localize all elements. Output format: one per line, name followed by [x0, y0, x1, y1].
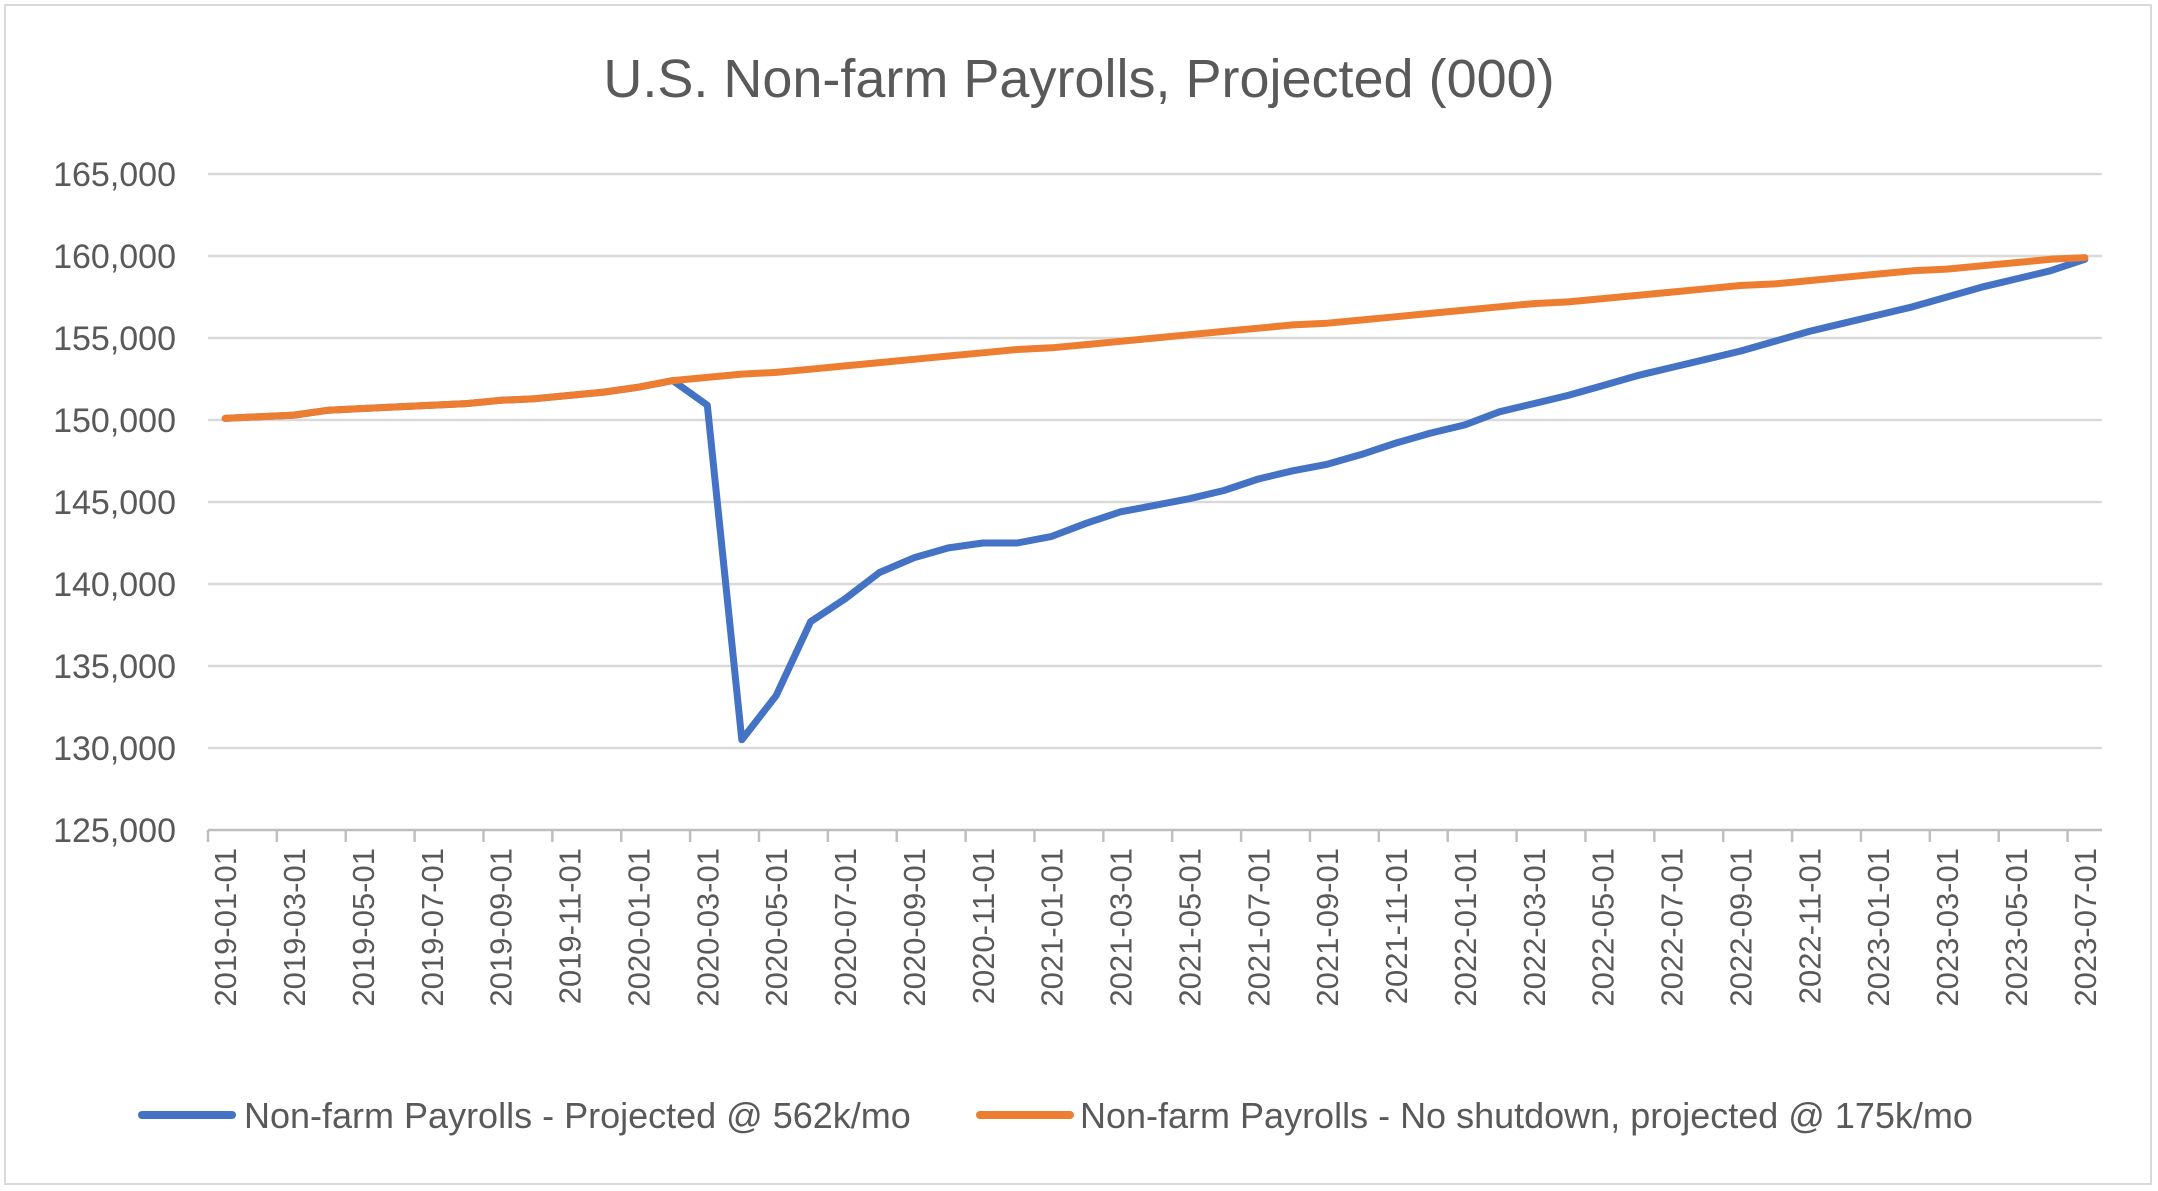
- x-tick-label: 2019-05-01: [346, 848, 381, 1007]
- x-tick-label: 2020-05-01: [759, 848, 794, 1007]
- x-axis: [206, 828, 2102, 842]
- x-tick-label: 2020-01-01: [621, 848, 656, 1007]
- x-tick-label: 2021-09-01: [1310, 848, 1345, 1007]
- x-tick-label: 2020-07-01: [828, 848, 863, 1007]
- y-tick-label: 160,000: [53, 238, 176, 276]
- y-tick-label: 140,000: [53, 566, 176, 604]
- y-tick-label: 145,000: [53, 484, 176, 522]
- x-tick-label: 2020-11-01: [966, 848, 1001, 1004]
- x-tick-label: 2022-09-01: [1723, 848, 1758, 1007]
- y-tick-label: 135,000: [53, 648, 176, 686]
- x-tick-label: 2020-09-01: [897, 848, 932, 1007]
- x-tick-label: 2022-11-01: [1792, 848, 1827, 1004]
- chart-title: U.S. Non-farm Payrolls, Projected (000): [603, 49, 1554, 109]
- x-tick-label: 2023-03-01: [1930, 848, 1965, 1007]
- x-tick-label: 2020-03-01: [690, 848, 725, 1007]
- x-tick-label: 2022-03-01: [1517, 848, 1552, 1007]
- x-tick-label: 2021-11-01: [1379, 848, 1414, 1004]
- chart-frame: [4, 4, 2152, 1185]
- y-tick-label: 155,000: [53, 320, 176, 358]
- y-tick-label: 130,000: [53, 730, 176, 768]
- legend-label: Non-farm Payrolls - No shutdown, project…: [1080, 1095, 1973, 1136]
- x-tick-label: 2021-07-01: [1241, 848, 1276, 1007]
- x-tick-label: 2023-07-01: [2068, 848, 2103, 1007]
- x-tick-label: 2019-07-01: [415, 848, 450, 1007]
- x-tick-label: 2022-05-01: [1586, 848, 1621, 1007]
- y-tick-label: 165,000: [53, 156, 176, 194]
- legend-label: Non-farm Payrolls - Projected @ 562k/mo: [244, 1095, 911, 1136]
- y-tick-label: 150,000: [53, 402, 176, 440]
- series-line-2: [221, 254, 2089, 422]
- legend: Non-farm Payrolls - Projected @ 562k/mo N…: [138, 1095, 1973, 1136]
- x-tick-label: 2019-01-01: [208, 848, 243, 1007]
- x-tick-label: 2022-07-01: [1655, 848, 1690, 1007]
- x-tick-label: 2023-01-01: [1861, 848, 1896, 1007]
- x-tick-label: 2021-01-01: [1035, 848, 1070, 1007]
- x-axis-ticks: 2019-01-01 2019-03-01 2019-05-01 2019-07-01…: [208, 848, 2103, 1007]
- x-tick-label: 2019-03-01: [277, 848, 312, 1007]
- x-tick-label: 2023-05-01: [1999, 848, 2034, 1007]
- gridlines: [208, 172, 2102, 750]
- series-lines: [221, 254, 2089, 744]
- x-tick-label: 2019-11-01: [553, 848, 588, 1004]
- y-axis-ticks: 125,000 130,000 135,000 140,000 145,000 150,0…: [53, 156, 176, 850]
- x-tick-label: 2019-09-01: [484, 848, 519, 1007]
- x-tick-label: 2021-03-01: [1104, 848, 1139, 1007]
- series-line-1: [221, 255, 2089, 744]
- x-tick-label: 2022-01-01: [1448, 848, 1483, 1007]
- x-tick-label: 2021-05-01: [1172, 848, 1207, 1007]
- y-tick-label: 125,000: [53, 812, 176, 850]
